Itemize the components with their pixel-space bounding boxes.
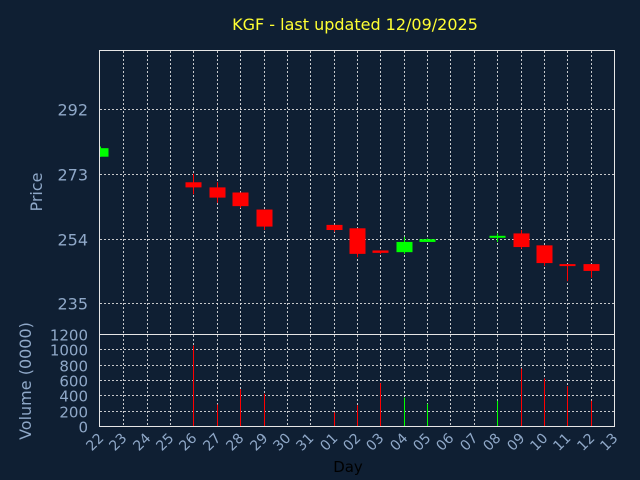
volume-tick-label: 1200 bbox=[50, 327, 88, 345]
volume-tick-label: 600 bbox=[59, 373, 88, 391]
day-tick-label: 26 bbox=[176, 430, 200, 454]
price-tick-label: 273 bbox=[57, 166, 88, 185]
candle-body bbox=[185, 182, 202, 188]
candle-body bbox=[513, 233, 530, 248]
day-tick-label: 03 bbox=[363, 431, 387, 455]
candle-body bbox=[100, 148, 109, 157]
day-tick-label: 02 bbox=[340, 431, 364, 455]
candle-body bbox=[256, 209, 273, 227]
volume-tick-label: 400 bbox=[59, 388, 88, 406]
day-tick-label: 06 bbox=[433, 430, 457, 454]
volume-axis-label: Volume (0000) bbox=[16, 322, 35, 440]
day-tick-label: 27 bbox=[200, 431, 224, 455]
day-tick-label: 10 bbox=[527, 431, 551, 455]
volume-bars bbox=[193, 345, 592, 426]
day-tick-label: 05 bbox=[410, 431, 434, 455]
volume-tick-label: 0 bbox=[78, 419, 88, 437]
candle-body bbox=[326, 224, 343, 231]
day-tick-label: 24 bbox=[130, 430, 154, 454]
candle-body bbox=[396, 241, 413, 253]
day-tick-label: 09 bbox=[504, 431, 528, 455]
day-tick-label: 30 bbox=[270, 431, 294, 455]
candle-28 bbox=[232, 192, 249, 208]
price-axis-label: Price bbox=[27, 172, 46, 211]
day-tick-label: 12 bbox=[574, 431, 598, 455]
chart-title: KGF - last updated 12/09/2025 bbox=[232, 15, 478, 34]
volume-tick-label: 200 bbox=[59, 404, 88, 422]
candle-08 bbox=[489, 233, 506, 242]
candle-04 bbox=[396, 236, 413, 254]
day-tick-label: 29 bbox=[247, 431, 271, 455]
price-grid bbox=[100, 109, 614, 304]
day-tick-label: 11 bbox=[550, 431, 574, 455]
candle-27 bbox=[209, 182, 226, 203]
x-axis-label: Day bbox=[333, 458, 363, 476]
volume-panel-frame bbox=[99, 334, 615, 427]
day-tick-label: 01 bbox=[317, 431, 341, 455]
day-tick-label: 23 bbox=[106, 431, 130, 455]
day-tick-label: 28 bbox=[223, 431, 247, 455]
candle-12 bbox=[583, 264, 600, 278]
candle-09 bbox=[513, 230, 530, 249]
candle-body bbox=[419, 239, 436, 242]
day-tick-label: 04 bbox=[387, 430, 411, 454]
volume-tick-label: 1000 bbox=[50, 342, 88, 360]
day-tick-label: 25 bbox=[153, 431, 177, 455]
candle-22 bbox=[100, 146, 109, 157]
day-tick-label: 13 bbox=[597, 431, 621, 455]
candle-body bbox=[209, 187, 226, 198]
price-tick-label: 254 bbox=[57, 231, 88, 250]
x-ticks: 22 23 24 25 26 27 28 29 30 31 01 02 03 04 05 06 07 08 09 10… bbox=[83, 430, 621, 454]
price-tick-label: 235 bbox=[57, 295, 88, 314]
day-tick-label: 08 bbox=[480, 431, 504, 455]
candle-03 bbox=[372, 250, 389, 254]
price-tick-label: 292 bbox=[57, 101, 88, 120]
candles bbox=[100, 146, 600, 282]
volume-tick-label: 800 bbox=[59, 358, 88, 376]
candle-body bbox=[536, 245, 553, 264]
candle-26 bbox=[185, 173, 202, 195]
candle-10 bbox=[536, 245, 553, 266]
candle-02 bbox=[349, 228, 366, 258]
candle-body bbox=[232, 192, 249, 207]
candle-01 bbox=[326, 224, 343, 232]
candle-body bbox=[372, 250, 389, 253]
candle-body bbox=[489, 235, 506, 238]
price-y-ticks: 235 254 273 292 bbox=[57, 101, 88, 314]
candle-29 bbox=[256, 209, 273, 231]
candle-body bbox=[559, 264, 576, 267]
day-tick-label: 07 bbox=[457, 431, 481, 455]
candle-11 bbox=[559, 264, 576, 282]
candle-body bbox=[349, 228, 366, 254]
candle-05 bbox=[419, 238, 436, 242]
day-tick-label: 31 bbox=[293, 431, 317, 455]
candle-body bbox=[583, 264, 600, 271]
